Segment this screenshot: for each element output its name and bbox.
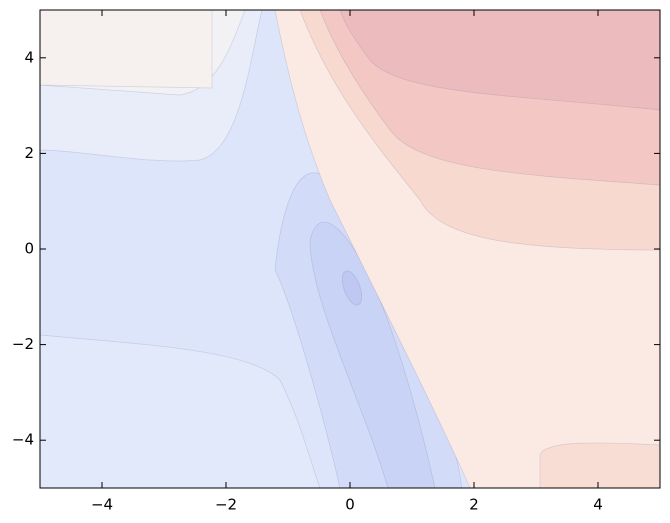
y-tick-label: −2 bbox=[12, 335, 34, 353]
x-tick-label: 2 bbox=[469, 496, 479, 514]
y-tick-label: 2 bbox=[24, 144, 34, 162]
contour-region bbox=[339, 10, 660, 111]
contour-field bbox=[40, 10, 660, 488]
x-tick-label: −4 bbox=[91, 496, 113, 514]
contour-region bbox=[309, 221, 436, 488]
y-tick-label: 0 bbox=[24, 240, 34, 258]
x-tick-label: −2 bbox=[215, 496, 237, 514]
x-tick-label: 4 bbox=[593, 496, 603, 514]
contour-region bbox=[40, 334, 321, 488]
contour-region bbox=[539, 442, 660, 488]
y-tick-label: 4 bbox=[24, 48, 34, 66]
contour-region bbox=[341, 270, 363, 306]
y-tick-label: −4 bbox=[12, 431, 34, 449]
contour-region bbox=[40, 10, 213, 89]
x-tick-label: 0 bbox=[345, 496, 355, 514]
